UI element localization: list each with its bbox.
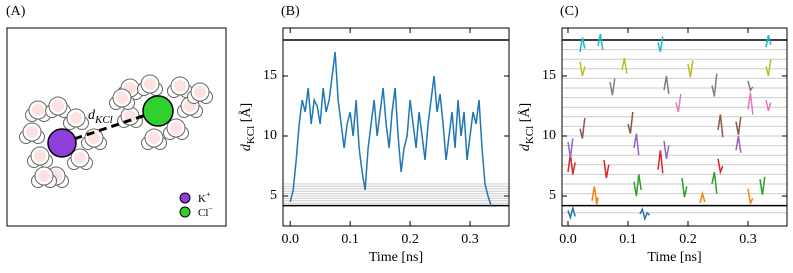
series-line [567,133,742,159]
y-tick-label: 15 [542,68,556,83]
x-tick-label: 0.2 [401,232,419,247]
legend-label: Cl− [198,204,213,219]
y-axis-label: dKCl [Å] [517,103,535,151]
x-tick-label: 0.0 [559,232,577,247]
y-tick-label: 5 [549,188,556,203]
series-line [609,73,754,97]
chart: (C) 0.0 0.1 0.2 0.3 5 10 15 Time [ns] dKCl [Å] [517,4,788,265]
y-label-subscript: KCl [245,126,257,144]
series-line [579,111,742,139]
legend-marker [179,192,191,204]
y-label-unit: [Å] [517,103,533,122]
x-tick-label: 0.3 [461,232,479,247]
y-label-subscript: KCl [524,126,536,144]
y-label-symbol: d [518,143,533,151]
plot-frame [282,27,510,227]
distance-subscript: KCl [94,114,113,126]
distance-label: dKCl [88,108,113,125]
y-label-unit: [Å] [238,103,254,122]
legend-marker [179,206,191,218]
series-line [567,150,724,179]
water-cluster [19,74,213,188]
series-line [567,205,651,222]
x-tick-label: 0.1 [341,232,359,247]
panel-label: (A) [6,4,26,19]
chart: (B) 0.0 0.1 0.2 0.3 5 10 15 Time [ns] dKCl [Å] [238,4,510,265]
legend-label: K+ [198,190,211,205]
x-tick-label: 0.2 [679,232,697,247]
series-line [579,33,772,53]
panel-label: (B) [281,4,300,19]
series-line [579,57,772,78]
y-label-symbol: d [239,143,254,151]
x-axis-label: Time [ns] [369,250,423,265]
y-tick-label: 10 [263,128,277,143]
legend-charge: − [208,204,213,213]
y-tick-label: 5 [270,188,277,203]
y-tick-label: 15 [263,68,277,83]
x-tick-label: 0.1 [619,232,637,247]
series-line [289,51,492,206]
x-axis-label: Time [ns] [647,250,701,265]
legend-charge: + [206,190,211,199]
legend-name: K [198,193,206,205]
distance-symbol: d [88,108,96,123]
y-tick-label: 10 [542,128,556,143]
distance-line [61,109,159,145]
panel-frame [6,27,227,227]
series-line [675,92,772,115]
panel-label: (C) [560,4,579,19]
y-axis-label: dKCl [Å] [238,103,256,151]
x-tick-label: 0.3 [739,232,757,247]
plot-frame [561,27,788,227]
legend-name: Cl [198,207,208,219]
series-line [633,171,766,198]
chloride-ion [142,95,174,127]
x-tick-label: 0.0 [281,232,299,247]
potassium-ion [47,128,77,158]
series-line [591,186,754,206]
